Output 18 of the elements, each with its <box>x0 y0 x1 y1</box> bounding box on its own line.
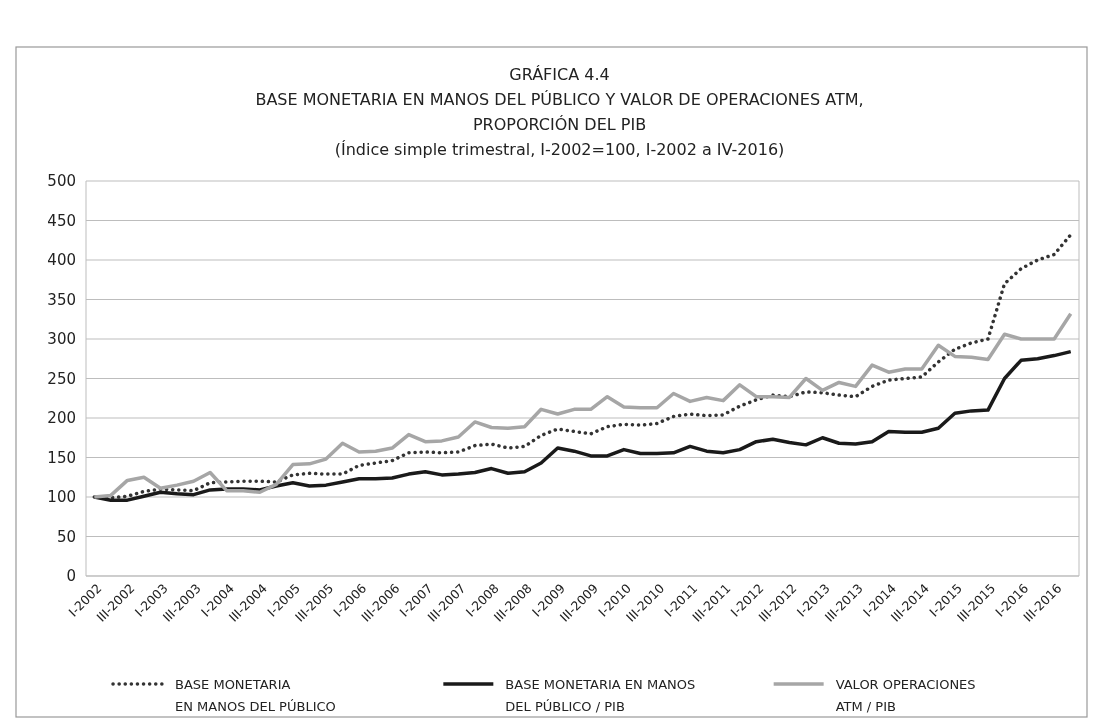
y-tick-label: 200 <box>47 409 76 428</box>
y-tick-label: 0 <box>66 567 76 586</box>
y-tick-label: 100 <box>47 488 76 507</box>
line-series <box>92 311 1073 499</box>
y-tick-label: 150 <box>47 448 76 467</box>
chart-subtitle: (Índice simple trimestral, I-2002=100, I-2002 a IV-2016) <box>334 140 785 159</box>
y-tick-label: 500 <box>47 172 76 191</box>
y-tick-label: 450 <box>47 211 76 230</box>
line-series <box>92 232 1073 500</box>
y-tick-label: 300 <box>47 330 76 349</box>
legend-label: VALOR OPERACIONES ATM / PIB <box>835 676 976 714</box>
y-tick-label: 350 <box>47 290 76 309</box>
y-tick-label: 400 <box>47 251 76 270</box>
y-tick-label: 50 <box>56 527 76 546</box>
chart-title: GRÁFICA 4.4 BASE MONETARIA EN MANOS DEL PÚBLICO Y VALOR DE OPERACIONES ATM, PROPORCIÓN DEL PIB <box>255 65 864 134</box>
legend-label: BASE MONETARIA EN MANOS DEL PÚBLICO <box>175 676 336 714</box>
legend-label: BASE MONETARIA EN MANOS DEL PÚBLICO / PIB <box>505 676 696 714</box>
y-tick-label: 250 <box>47 369 76 388</box>
